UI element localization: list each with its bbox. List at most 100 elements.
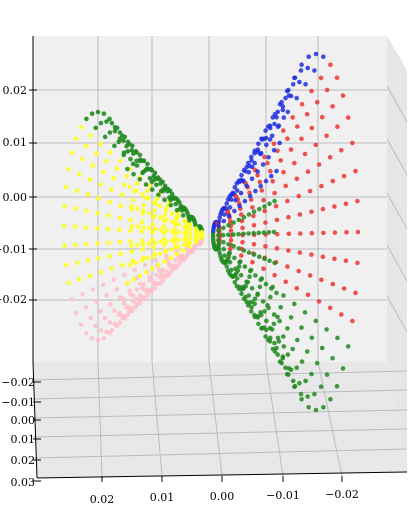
data-point [252, 296, 258, 302]
data-point [146, 241, 152, 246]
data-point [137, 158, 143, 164]
data-point [252, 160, 257, 166]
data-point [141, 242, 146, 247]
data-point [246, 293, 252, 298]
data-point [320, 254, 326, 259]
data-point [302, 151, 308, 157]
data-point [292, 160, 297, 166]
data-point [137, 152, 143, 158]
data-point [142, 262, 148, 268]
data-point [269, 286, 274, 291]
data-point [162, 183, 168, 189]
data-point [296, 268, 302, 274]
data-point [246, 212, 252, 217]
data-point [257, 179, 263, 185]
data-point [345, 115, 351, 120]
data-point [262, 309, 267, 314]
data-point [216, 237, 221, 243]
grid-line [386, 85, 408, 123]
data-point [275, 352, 281, 357]
data-point [164, 228, 170, 233]
data-point [229, 267, 234, 273]
data-point [152, 213, 158, 218]
y-tick-label: 0.03 [11, 476, 36, 489]
data-point [231, 244, 236, 249]
data-point [216, 242, 221, 248]
data-point [330, 178, 336, 184]
data-point [154, 182, 159, 188]
data-point [240, 239, 245, 245]
data-point [276, 339, 282, 344]
data-point [153, 258, 158, 263]
data-point [98, 269, 103, 275]
data-point [134, 287, 140, 292]
data-point [101, 169, 106, 175]
data-point [160, 267, 166, 273]
data-point [171, 196, 177, 201]
data-point [121, 300, 127, 306]
x-tick-label: 0.02 [90, 493, 115, 506]
data-point [299, 62, 304, 67]
grid-line [208, 361, 223, 477]
data-point [152, 207, 157, 213]
data-point [129, 207, 134, 212]
data-point [155, 196, 160, 201]
data-point [240, 225, 245, 231]
data-point [277, 140, 282, 146]
data-point [303, 82, 308, 87]
data-point [162, 242, 167, 248]
data-point [141, 169, 146, 175]
data-point [134, 296, 139, 302]
data-point [163, 207, 169, 212]
data-point [175, 244, 181, 250]
data-point [89, 111, 95, 116]
data-point [124, 173, 130, 179]
data-point [137, 273, 143, 279]
data-point [305, 292, 311, 298]
data-point [125, 149, 131, 154]
data-point [117, 320, 123, 325]
data-point [98, 120, 104, 126]
data-point [93, 125, 98, 131]
x-tick-label: 0.00 [210, 490, 235, 503]
data-point [227, 205, 233, 210]
data-point [258, 310, 263, 315]
data-point [262, 154, 267, 160]
data-point [102, 134, 108, 140]
data-point [275, 148, 280, 154]
data-point [221, 225, 226, 231]
data-point [281, 293, 286, 298]
data-point [117, 227, 122, 233]
data-points [61, 51, 361, 413]
data-point [236, 217, 242, 223]
data-point [249, 176, 255, 182]
data-point [231, 232, 236, 237]
data-point [128, 292, 133, 297]
data-point [251, 223, 257, 228]
grid-line [386, 295, 408, 333]
data-point [313, 407, 319, 413]
data-point [221, 239, 226, 245]
data-point [176, 229, 182, 235]
data-point [227, 246, 233, 252]
data-point [271, 229, 277, 235]
data-point [187, 218, 192, 223]
data-point [286, 231, 292, 237]
data-point [228, 237, 234, 243]
data-point [265, 160, 270, 166]
data-point [309, 335, 315, 341]
data-point [186, 214, 191, 220]
data-point [233, 266, 238, 272]
data-point [143, 182, 149, 187]
floor-pane [33, 362, 407, 478]
data-point [69, 150, 75, 155]
data-point [309, 209, 314, 215]
data-point [107, 130, 113, 135]
data-point [306, 405, 312, 410]
data-point [158, 227, 164, 233]
data-point [124, 143, 129, 149]
data-point [302, 310, 308, 315]
z-tick-label: 0.01 [3, 136, 28, 149]
data-point [330, 281, 336, 287]
data-point [278, 158, 284, 163]
